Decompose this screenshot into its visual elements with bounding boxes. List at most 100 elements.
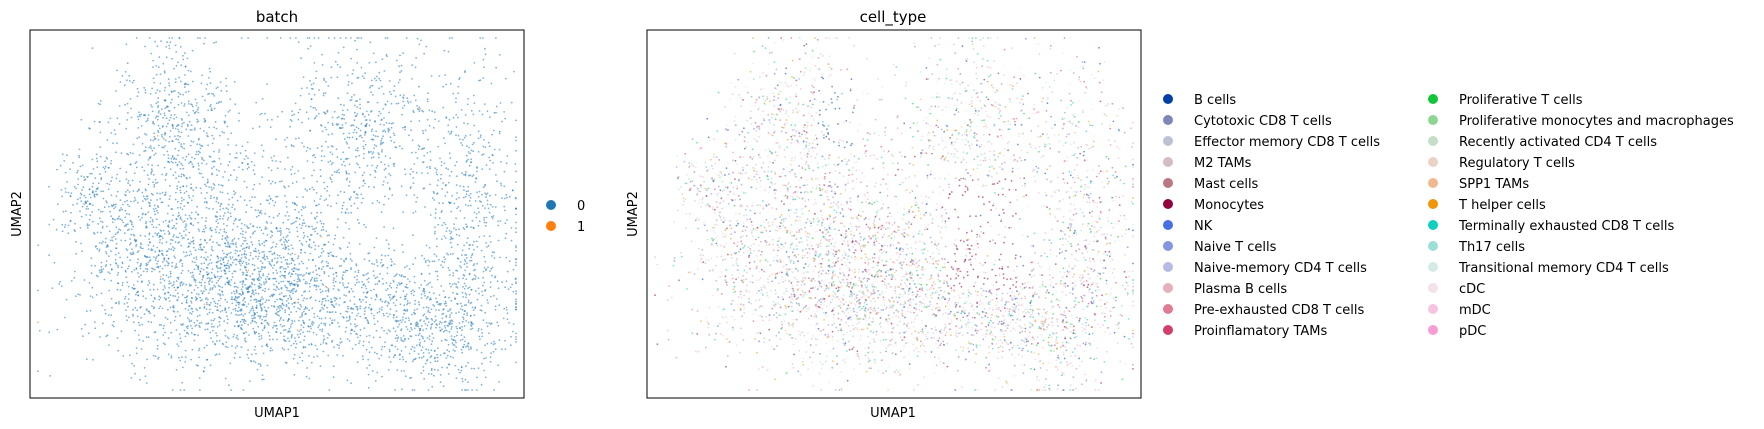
batch-point — [368, 259, 371, 262]
batch-point — [338, 325, 341, 328]
batch-point — [131, 270, 133, 273]
batch-point — [447, 343, 450, 346]
batch-point — [197, 150, 200, 153]
batch-point — [427, 92, 429, 95]
batch-point — [440, 173, 443, 176]
batch-point — [421, 172, 423, 174]
batch-point — [349, 300, 352, 302]
batch-point — [232, 239, 234, 241]
batch-point — [56, 168, 58, 171]
batch-point — [371, 93, 374, 96]
batch-point — [167, 122, 169, 125]
batch-point — [371, 84, 374, 87]
batch-point — [150, 171, 153, 174]
batch-point — [334, 280, 337, 283]
batch-point — [370, 297, 373, 300]
batch-point — [80, 327, 83, 330]
batch-point — [288, 263, 291, 265]
batch-point — [228, 160, 231, 163]
batch-point — [451, 320, 454, 323]
batch-point — [335, 298, 338, 300]
batch-point — [268, 250, 270, 253]
batch-point — [400, 282, 402, 285]
batch-point — [281, 110, 284, 113]
batch-point — [365, 110, 368, 113]
batch-point — [324, 126, 327, 129]
batch-point — [426, 100, 429, 103]
batch-point — [217, 284, 220, 287]
batch-point — [445, 183, 447, 186]
batch-point — [110, 314, 113, 317]
batch-point — [184, 296, 187, 299]
batch-point — [365, 348, 368, 351]
batch-point — [312, 321, 315, 324]
batch-point — [159, 90, 161, 93]
batch-point — [190, 319, 193, 322]
batch-point — [91, 158, 94, 161]
batch-point — [350, 98, 353, 101]
batch-point — [312, 161, 314, 164]
batch-point — [378, 308, 381, 310]
batch-point — [161, 126, 164, 128]
batch-point — [423, 320, 425, 323]
batch-point — [361, 355, 364, 358]
batch-point — [400, 70, 403, 72]
batch-point — [322, 339, 325, 342]
batch-point — [393, 263, 396, 265]
batch-point — [343, 114, 346, 116]
batch-point — [427, 307, 430, 309]
batch-point — [210, 248, 213, 251]
batch-point — [265, 315, 267, 318]
batch-point — [513, 70, 515, 73]
batch-point — [504, 237, 507, 240]
batch-point — [172, 310, 175, 312]
batch-point — [164, 100, 167, 102]
batch-point — [383, 345, 386, 348]
batch-point — [154, 152, 157, 155]
batch-point — [187, 114, 190, 117]
batch-point — [215, 200, 218, 203]
batch-point — [338, 347, 340, 349]
batch-point — [182, 173, 185, 176]
batch-point — [203, 285, 206, 287]
batch-point — [156, 205, 159, 207]
batch-point — [252, 309, 255, 312]
batch-point — [380, 143, 382, 146]
batch-point — [163, 279, 166, 282]
batch-point — [433, 368, 436, 371]
batch-point — [291, 257, 294, 260]
batch-point — [415, 171, 418, 174]
batch-point — [352, 308, 355, 310]
batch-point — [484, 192, 486, 195]
batch-point — [426, 324, 429, 327]
batch-point — [247, 269, 250, 272]
batch-point — [415, 321, 418, 324]
batch-point — [240, 37, 243, 39]
batch-point — [429, 183, 431, 186]
batch-point — [424, 260, 427, 262]
batch-point — [204, 328, 207, 331]
batch-point — [378, 280, 380, 283]
batch-point — [187, 90, 190, 93]
batch-point — [436, 184, 439, 187]
batch-point — [287, 218, 289, 221]
batch-point — [227, 236, 229, 239]
batch-point — [428, 335, 431, 338]
batch-point — [118, 105, 121, 107]
batch-point — [442, 182, 444, 184]
batch-point — [286, 258, 289, 261]
batch-point — [227, 217, 230, 219]
batch-point — [474, 307, 476, 310]
batch-point — [335, 275, 338, 277]
batch-point — [104, 265, 107, 267]
batch-point — [240, 253, 243, 256]
batch-point — [211, 188, 213, 191]
batch-point — [506, 318, 509, 321]
batch-point — [195, 284, 197, 287]
batch-point — [388, 350, 391, 353]
batch-point — [209, 82, 212, 85]
batch-point — [320, 155, 323, 158]
batch-point — [125, 315, 128, 317]
batch-point — [136, 309, 139, 312]
batch-point — [124, 239, 127, 242]
